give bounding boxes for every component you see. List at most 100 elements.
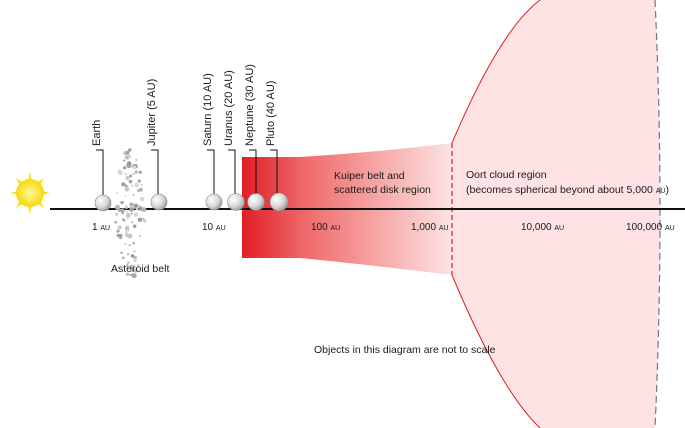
asteroid-belt-icon (114, 148, 147, 279)
planets (94, 192, 289, 212)
oort-label-close: ) (665, 184, 669, 196)
asteroid (127, 253, 129, 256)
asteroid (129, 174, 133, 178)
asteroid (128, 244, 131, 247)
asteroid (127, 161, 132, 166)
tick-label-10au: 10 AU (202, 222, 226, 233)
asteroid (129, 267, 135, 272)
asteroid (132, 165, 137, 170)
asteroid (120, 201, 124, 205)
asteroid (139, 206, 143, 211)
oort-cloud-outer-boundary (654, 0, 661, 428)
scale-note: Objects in this diagram are not to scale (314, 344, 496, 356)
asteroid (122, 200, 125, 203)
tick-unit: AU (100, 225, 110, 232)
asteroid (117, 169, 122, 174)
tick-label-1au: 1 AU (92, 222, 110, 233)
asteroid (117, 225, 122, 230)
asteroid (139, 196, 145, 202)
asteroid (124, 194, 127, 197)
asteroid (117, 229, 120, 232)
tick-unit: AU (439, 225, 449, 232)
tick-unit: AU (665, 225, 675, 232)
asteroid (124, 232, 130, 237)
asteroid (118, 233, 123, 238)
asteroid (125, 212, 131, 218)
asteroid (126, 211, 129, 213)
tick-unit: AU (554, 225, 564, 232)
tick-unit: AU (330, 225, 340, 232)
asteroid (142, 219, 147, 223)
earth-planet-icon (94, 194, 112, 212)
asteroid (139, 234, 142, 237)
asteroid (126, 264, 129, 267)
asteroid (115, 212, 118, 216)
asteroid (130, 254, 135, 258)
asteroid (132, 172, 135, 176)
oort-cloud-upper-edge (451, 0, 541, 144)
asteroid (125, 176, 130, 180)
asteroid (114, 220, 118, 224)
tick-label-100000au: 100,000 AU (626, 222, 675, 233)
asteroid (125, 230, 128, 234)
asteroid (142, 217, 145, 220)
uranus-planet-icon (227, 193, 245, 211)
asteroid (114, 204, 120, 210)
asteroid (129, 206, 135, 212)
asteroid (124, 184, 128, 188)
kuiper-label-line2: scattered disk region (334, 184, 431, 196)
tick-value: 10 (202, 222, 214, 233)
oort-label-text: (becomes spherical beyond about 5,000 (466, 184, 653, 196)
asteroid (123, 159, 126, 162)
asteroid (130, 265, 133, 268)
asteroid (136, 189, 141, 193)
earth-leader (96, 149, 104, 197)
asteroid (133, 224, 137, 228)
asteroid (133, 250, 136, 253)
asteroid (120, 251, 123, 254)
asteroid (137, 217, 143, 223)
kuiper-label-line1: Kuiper belt and (334, 170, 405, 182)
saturn-label: Saturn (10 AU) (202, 73, 214, 146)
asteroid (126, 217, 129, 220)
uranus-label: Uranus (20 AU) (223, 70, 235, 146)
neptune-leader (249, 149, 257, 195)
asteroid (141, 207, 147, 213)
jupiter-leader (151, 149, 159, 195)
asteroid (120, 208, 125, 213)
asteroid (124, 173, 127, 176)
pluto-planet-icon (269, 192, 289, 212)
tick-unit: AU (216, 225, 226, 232)
sun-icon (10, 172, 50, 214)
asteroid (132, 241, 135, 245)
tick-label-1000au: 1,000 AU (411, 222, 449, 233)
oort-cloud-region (452, 0, 660, 428)
asteroid (130, 206, 133, 209)
asteroid (116, 192, 118, 194)
tick-value: 100,000 (626, 222, 663, 233)
asteroid (124, 186, 130, 192)
earth-label: Earth (91, 120, 103, 146)
asteroid-belt-label: Asteroid belt (111, 263, 169, 275)
asteroid (128, 179, 133, 184)
asteroid (132, 193, 135, 196)
neptune-planet-icon (247, 193, 265, 211)
pluto-leader (270, 149, 278, 197)
oort-cloud-lower-edge (451, 274, 541, 428)
oort-label-line2: (becomes spherical beyond about 5,000 AU… (466, 184, 669, 196)
asteroid (127, 225, 130, 228)
tick-value: 1,000 (411, 222, 436, 233)
asteroid (133, 255, 137, 260)
tick-label-100au: 100 AU (311, 222, 340, 233)
asteroid (134, 170, 139, 174)
saturn-leader (207, 149, 215, 195)
tick-value: 1 (92, 222, 98, 233)
saturn-planet-icon (205, 193, 223, 211)
asteroid (138, 170, 142, 174)
asteroid (125, 150, 128, 153)
asteroid (133, 212, 139, 217)
tick-label-10000au: 10,000 AU (521, 222, 564, 233)
asteroid (131, 184, 134, 187)
asteroid (129, 202, 134, 207)
